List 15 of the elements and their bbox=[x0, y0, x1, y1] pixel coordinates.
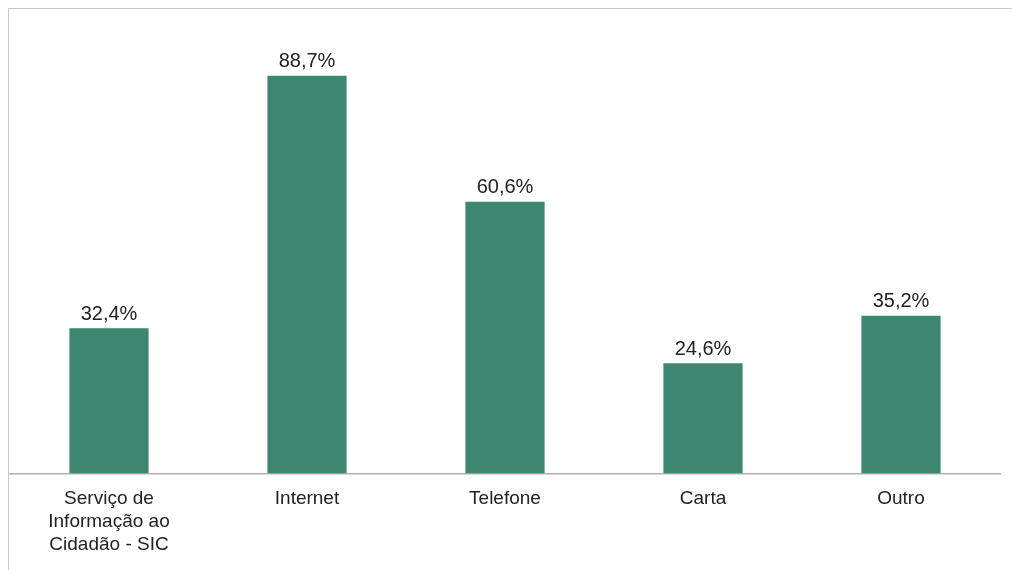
bar bbox=[861, 315, 941, 474]
data-label: 35,2% bbox=[872, 289, 930, 312]
bar bbox=[69, 328, 149, 474]
data-label: 24,6% bbox=[674, 336, 732, 359]
x-tick-label: Carta bbox=[679, 487, 727, 509]
data-label: 32,4% bbox=[80, 301, 138, 324]
bar bbox=[267, 75, 347, 474]
bar bbox=[465, 201, 545, 474]
data-label: 88,7% bbox=[278, 49, 336, 72]
x-tick-label: Serviço de Informação ao Cidadão - SIC bbox=[48, 487, 170, 554]
bar bbox=[663, 363, 743, 474]
x-tick-label: Telefone bbox=[469, 487, 541, 509]
x-tick-label: Outro bbox=[877, 487, 925, 509]
x-tick-label: Internet bbox=[274, 487, 340, 509]
data-label: 60,6% bbox=[476, 175, 534, 198]
